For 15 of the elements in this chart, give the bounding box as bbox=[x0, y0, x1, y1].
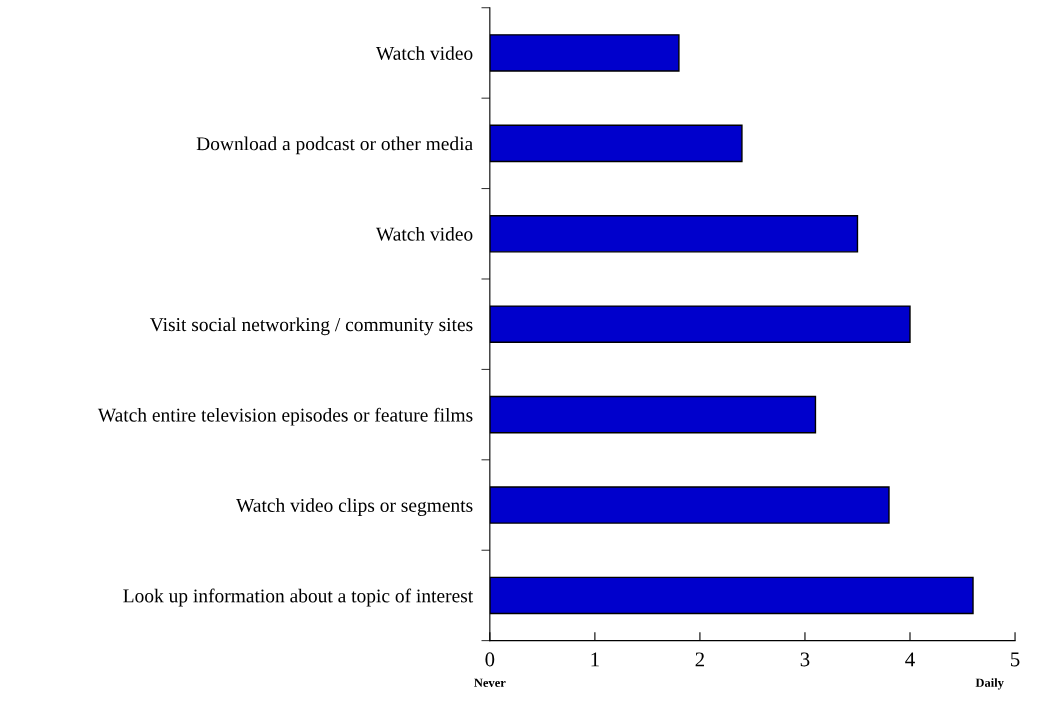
y-tick-label: Look up information about a topic of interest bbox=[123, 588, 474, 607]
y-tick-label: Watch video clips or segments bbox=[236, 498, 473, 516]
text: Never bbox=[474, 678, 506, 687]
y-tick-label: Visit social networking / community sites bbox=[149, 317, 473, 336]
x-tick-label: 0 bbox=[485, 652, 495, 667]
x-tick-label: 2 bbox=[695, 652, 704, 667]
x-tick-label: 4 bbox=[905, 652, 915, 667]
x-tick-label: 5 bbox=[1011, 652, 1020, 667]
x-tick-label: 3 bbox=[800, 652, 810, 667]
y-tick-label: Watch entire television episodes or feature films bbox=[97, 407, 473, 426]
y-tick-label: Watch video bbox=[375, 46, 473, 60]
text: Daily bbox=[975, 678, 1004, 690]
y-tick-label: Download a podcast or other media bbox=[196, 136, 473, 155]
y-tick-label: Watch video bbox=[375, 227, 473, 241]
x-tick-label: 1 bbox=[591, 652, 599, 667]
